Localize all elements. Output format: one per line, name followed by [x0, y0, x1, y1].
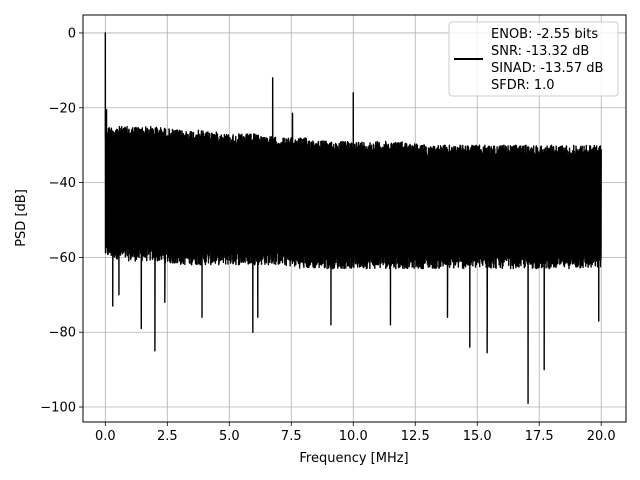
legend-text-line: SFDR: 1.0 [491, 78, 555, 93]
axes-frame [82, 14, 627, 423]
y-ticks: 0 −20 −40 −60 −80 −100 [40, 26, 83, 416]
x-tick-label: 15.0 [463, 429, 492, 444]
x-tick-label: 5.0 [219, 429, 240, 444]
y-tick-label: −20 [49, 101, 76, 116]
psd-series-line [104, 32, 602, 404]
x-tick-label: 20.0 [587, 429, 616, 444]
legend-text-line: SINAD: -13.57 dB [491, 61, 603, 76]
y-tick-label: −100 [40, 401, 76, 416]
y-tick-label: 0 [68, 26, 76, 41]
x-tick-label: 2.5 [157, 429, 178, 444]
legend-label: ENOB: -2.55 bits SNR: -13.32 dB SINAD: -13… [491, 27, 603, 93]
y-axis-label: PSD [dB] [14, 189, 29, 247]
y-tick-label: −80 [49, 326, 76, 341]
y-tick-label: −40 [49, 176, 76, 191]
x-tick-label: 10.0 [339, 429, 368, 444]
legend-text-line: SNR: -13.32 dB [491, 44, 589, 59]
y-tick-label: −60 [49, 251, 76, 266]
legend: ENOB: -2.55 bits SNR: -13.32 dB SINAD: -13… [448, 21, 619, 97]
x-ticks: 0.0 2.5 5.0 7.5 10.0 12.5 15.0 17.5 20.0 [95, 422, 616, 444]
legend-box [448, 21, 619, 97]
x-tick-label: 0.0 [95, 429, 116, 444]
x-axis-label: Frequency [MHz] [299, 451, 408, 466]
x-tick-label: 7.5 [281, 429, 302, 444]
x-tick-label: 12.5 [401, 429, 430, 444]
legend-text-line: ENOB: -2.55 bits [491, 27, 598, 42]
x-tick-label: 17.5 [525, 429, 554, 444]
